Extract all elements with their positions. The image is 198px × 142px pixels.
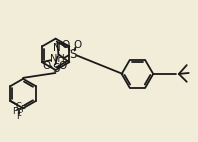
Text: O: O bbox=[62, 39, 70, 50]
Text: S: S bbox=[69, 48, 76, 61]
Text: NH: NH bbox=[50, 54, 65, 64]
Text: F: F bbox=[12, 107, 17, 116]
Text: N: N bbox=[53, 43, 60, 53]
Text: C: C bbox=[15, 102, 21, 111]
Text: O: O bbox=[43, 61, 51, 71]
Text: O: O bbox=[73, 39, 82, 50]
Text: O: O bbox=[58, 61, 67, 71]
Text: S: S bbox=[52, 62, 59, 75]
Text: F: F bbox=[21, 105, 26, 114]
Text: F: F bbox=[17, 112, 22, 121]
